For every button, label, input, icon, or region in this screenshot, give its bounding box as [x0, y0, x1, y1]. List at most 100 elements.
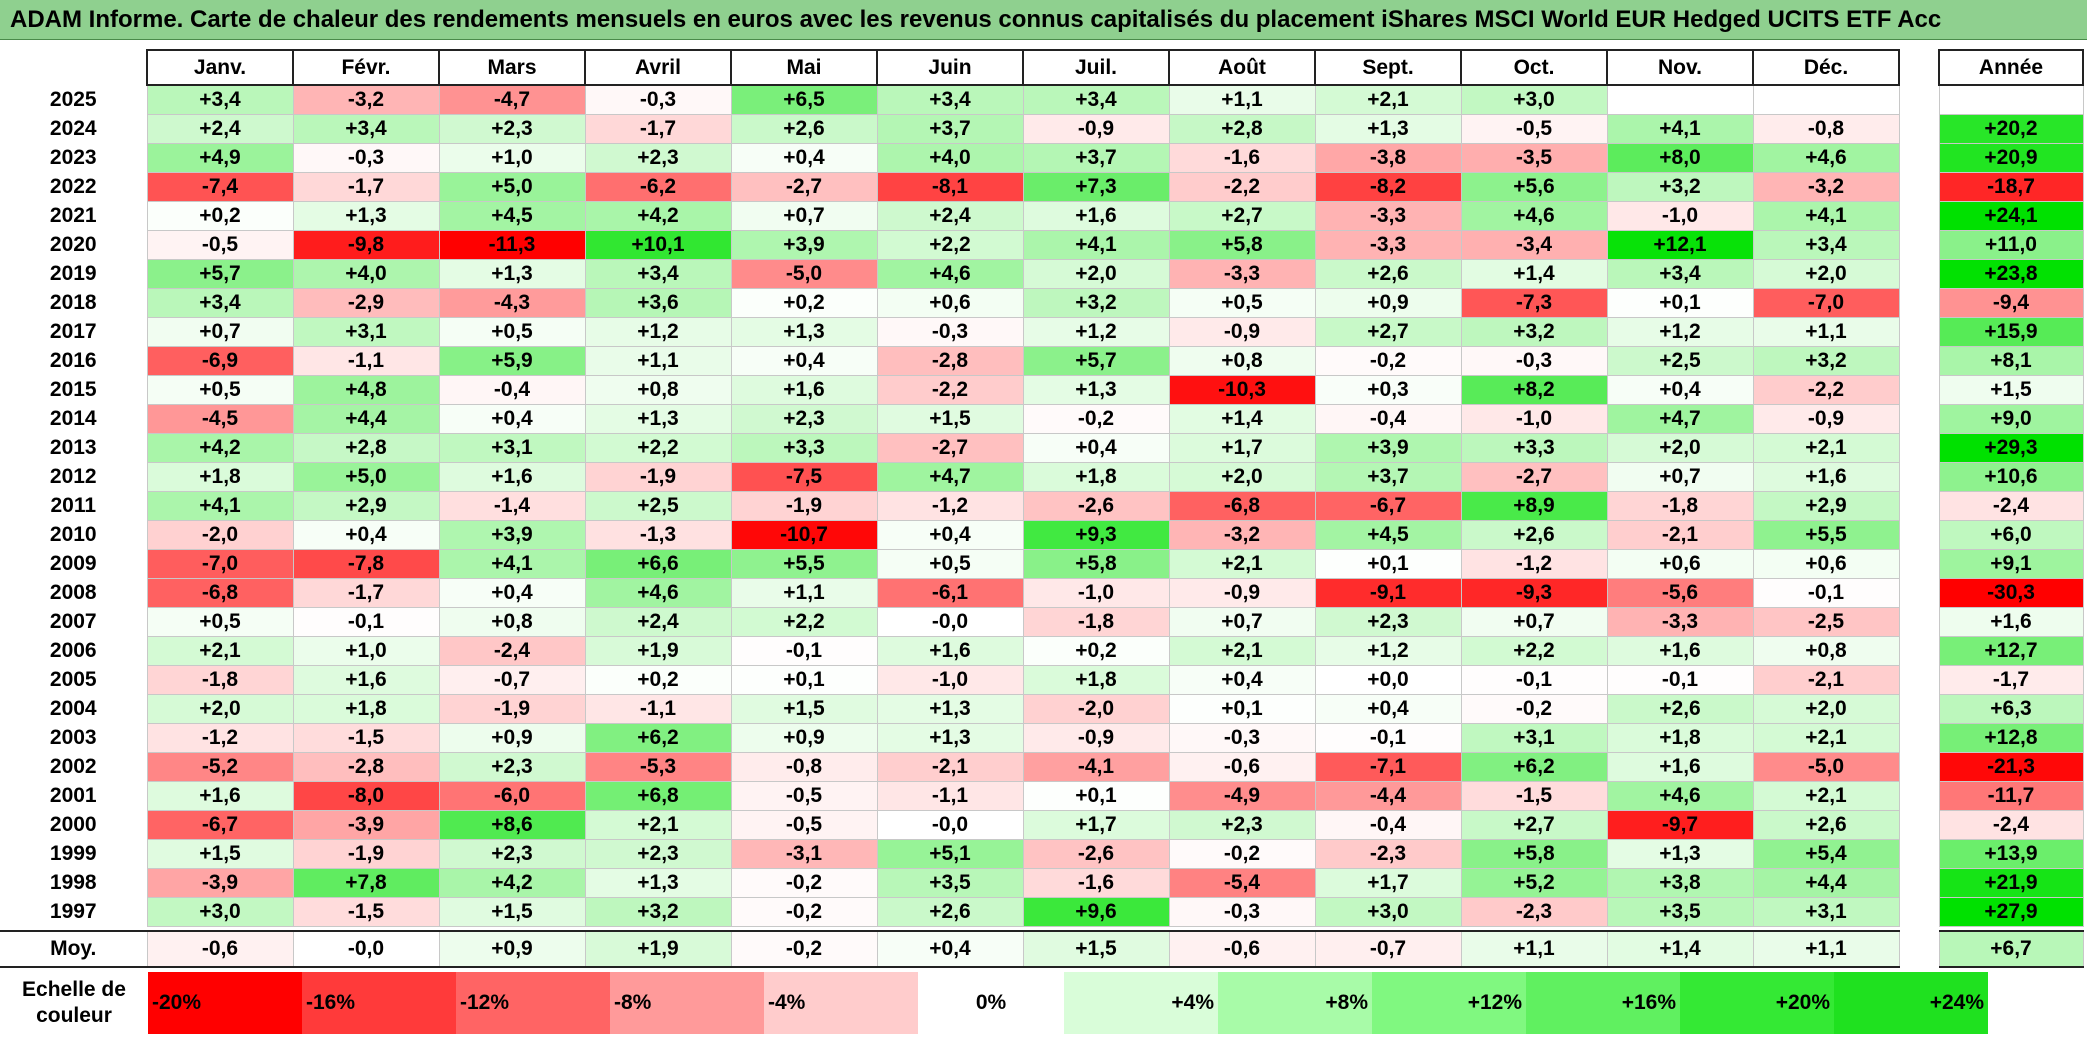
heatmap-cell: -0,7	[438, 665, 586, 695]
monthly-heatmap-table: Janv. Févr. Mars Avril Mai Juin Juil. Août Sept.…	[0, 49, 1900, 968]
heatmap-cell: +9,3	[1022, 520, 1170, 550]
heatmap-cell: +4,1	[146, 491, 294, 521]
heatmap-cell: +1,7	[1168, 433, 1316, 463]
heatmap-cell: +12,1	[1606, 230, 1754, 260]
average-cell: -0,2	[730, 930, 878, 968]
table-row: 2013 +4,2 +2,8 +3,1 +2,2 +3,3 -2,7 +0,4 +1,7 +3,9…	[0, 433, 1900, 463]
table-row: 2006 +2,1 +1,0 -2,4 +1,9 -0,1 +1,6 +0,2 +2,1 +1,2…	[0, 636, 1900, 666]
heatmap-cell: +2,7	[1460, 810, 1608, 840]
heatmap-cell: -8,1	[876, 172, 1024, 202]
heatmap-cell: +2,7	[1168, 201, 1316, 231]
heatmap-cell: -0,5	[730, 810, 878, 840]
heatmap-cell: +1,8	[1606, 723, 1754, 753]
heatmap-cell: -6,8	[1168, 491, 1316, 521]
average-cell: +1,4	[1606, 930, 1754, 968]
heatmap-cell: +4,6	[876, 259, 1024, 289]
table-row: 2008 -6,8 -1,7 +0,4 +4,6 +1,1 -6,1 -1,0 -0,9 -9,1…	[0, 578, 1900, 608]
heatmap-cell: +0,8	[438, 607, 586, 637]
heatmap-cell: +3,9	[438, 520, 586, 550]
heatmap-cell: +2,0	[1168, 462, 1316, 492]
corner-blank	[0, 50, 148, 85]
heatmap-cell: +0,5	[876, 549, 1024, 579]
heatmap-cell: +5,8	[1022, 549, 1170, 579]
heatmap-cell: +1,8	[146, 462, 294, 492]
heatmap-cell: +1,6	[292, 665, 440, 695]
heatmap-cell: +4,1	[438, 549, 586, 579]
heatmap-cell: +8,0	[1606, 143, 1754, 173]
average-cell: +1,5	[1022, 930, 1170, 968]
month-header: Avril	[584, 49, 732, 86]
heatmap-cell: +2,1	[1168, 549, 1316, 579]
annual-cell: -21,3	[1938, 752, 2084, 782]
heatmap-cell: +2,1	[1752, 723, 1900, 753]
annual-returns-table: Année +20,2 +20,9 -18,7 +24,1 +11,0 +23,8 -9,4 +…	[1938, 49, 2084, 968]
average-cell: -0,7	[1314, 930, 1462, 968]
heatmap-cell: +1,7	[1314, 868, 1462, 898]
heatmap-cell: +3,0	[146, 897, 294, 927]
heatmap-cell: +3,2	[1752, 346, 1900, 376]
heatmap-cell: -7,0	[146, 549, 294, 579]
heatmap-cell: +1,5	[146, 839, 294, 869]
heatmap-cell: -1,5	[292, 897, 440, 927]
heatmap-cell: -1,5	[292, 723, 440, 753]
table-row: 2004 +2,0 +1,8 -1,9 -1,1 +1,5 +1,3 -2,0 +0,1 +0,4…	[0, 694, 1900, 724]
table-row: 2017 +0,7 +3,1 +0,5 +1,2 +1,3 -0,3 +1,2 -0,9 +2,7…	[0, 317, 1900, 347]
color-scale-swatch: 0%	[918, 972, 1064, 1034]
month-header: Févr.	[292, 49, 440, 86]
annual-cell: -11,7	[1938, 781, 2084, 811]
heatmap-cell: +4,0	[876, 143, 1024, 173]
heatmap-cell: +1,5	[876, 404, 1024, 434]
color-scale-swatch: +12%	[1372, 972, 1526, 1034]
table-row: 2007 +0,5 -0,1 +0,8 +2,4 +2,2 -0,0 -1,8 +0,7 +2,3…	[0, 607, 1900, 637]
heatmap-cell: -1,7	[584, 114, 732, 144]
heatmap-cell: -9,8	[292, 230, 440, 260]
table-row: 2022 -7,4 -1,7 +5,0 -6,2 -2,7 -8,1 +7,3 -2,2 -8,2…	[0, 172, 1900, 202]
heatmap-cell: +2,0	[1752, 694, 1900, 724]
year-label: 2013	[0, 433, 148, 463]
average-cell: +0,9	[438, 930, 586, 968]
heatmap-cell: -7,8	[292, 549, 440, 579]
heatmap-cell: -1,4	[438, 491, 586, 521]
heatmap-cell: +3,4	[292, 114, 440, 144]
annual-cell: -9,4	[1938, 288, 2084, 318]
heatmap-cell: +9,6	[1022, 897, 1170, 927]
heatmap-cell: -0,4	[1314, 810, 1462, 840]
heatmap-cell: +4,7	[1606, 404, 1754, 434]
table-row: 2003 -1,2 -1,5 +0,9 +6,2 +0,9 +1,3 -0,9 -0,3 -0,1…	[0, 723, 1900, 753]
heatmap-cell	[1606, 84, 1754, 115]
heatmap-cell: +1,2	[1314, 636, 1462, 666]
heatmap-cell: +2,2	[584, 433, 732, 463]
annual-cell: +20,2	[1938, 114, 2084, 144]
heatmap-cell: +3,1	[1460, 723, 1608, 753]
heatmap-cell: +4,9	[146, 143, 294, 173]
year-label: 2010	[0, 520, 148, 550]
year-label: 2025	[0, 85, 148, 115]
annual-cell: +12,7	[1938, 636, 2084, 666]
heatmap-cell: -1,9	[438, 694, 586, 724]
heatmap-cell: -2,2	[1168, 172, 1316, 202]
heatmap-cell: -2,7	[1460, 462, 1608, 492]
heatmap-cell: -3,4	[1460, 230, 1608, 260]
heatmap-cell: +0,5	[438, 317, 586, 347]
heatmap-cell: +4,0	[292, 259, 440, 289]
month-header: Mars	[438, 49, 586, 86]
annual-cell: -1,7	[1938, 665, 2084, 695]
heatmap-cell: -4,7	[438, 84, 586, 115]
heatmap-cell: +0,7	[146, 317, 294, 347]
heatmap-cell: +1,3	[438, 259, 586, 289]
heatmap-cell: +5,0	[292, 462, 440, 492]
heatmap-cell: +1,3	[584, 404, 732, 434]
table-row: 1997 +3,0 -1,5 +1,5 +3,2 -0,2 +2,6 +9,6 -0,3 +3,0…	[0, 897, 1900, 927]
heatmap-cell: -2,2	[1752, 375, 1900, 405]
heatmap-cell	[1752, 84, 1900, 115]
heatmap-cell: +0,2	[584, 665, 732, 695]
heatmap-cell: -10,7	[730, 520, 878, 550]
heatmap-cell: -0,1	[1314, 723, 1462, 753]
heatmap-cell: +3,4	[584, 259, 732, 289]
heatmap-cell: +0,8	[584, 375, 732, 405]
heatmap-cell: +5,2	[1460, 868, 1608, 898]
heatmap-cell: +0,1	[730, 665, 878, 695]
heatmap-cell: +3,4	[1752, 230, 1900, 260]
heatmap-cell: -2,5	[1752, 607, 1900, 637]
heatmap-cell: -0,3	[876, 317, 1024, 347]
